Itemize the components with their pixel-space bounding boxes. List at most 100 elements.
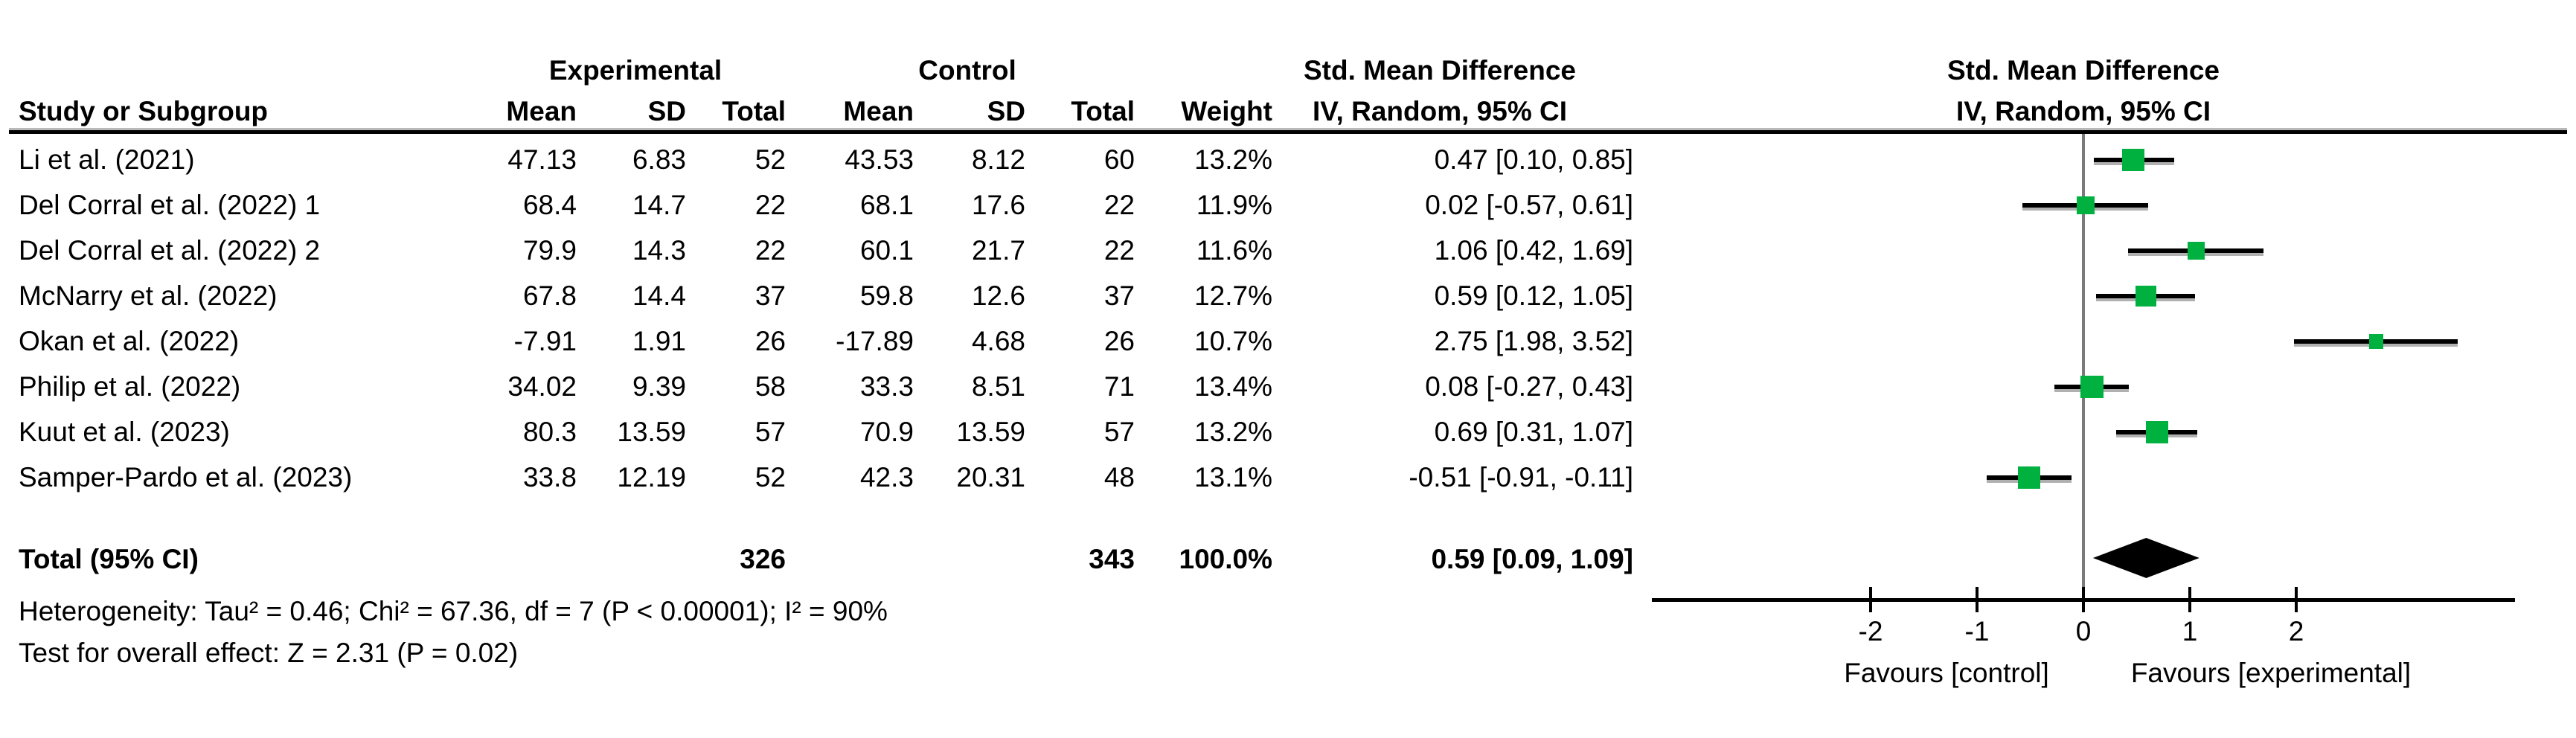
ctrl-mean: 60.1 [859,235,914,266]
point-estimate-square [2368,334,2383,349]
weight-value: 10.7% [1194,326,1272,356]
ctrl-mean-header: Mean [843,96,914,126]
ctrl-mean: 59.8 [859,280,914,311]
study-row: Del Corral et al. (2022) 1 68.4 14.7 22 68.1… [0,185,1659,225]
favours-left-label: Favours [control] [1844,658,2049,688]
exp-mean: 67.8 [522,280,577,311]
ci-text: 0.08 [-0.27, 0.43] [1425,371,1633,402]
total-row: Total (95% CI) 326 343 100.0% 0.59 [0.09… [0,539,1659,580]
exp-mean-header: Mean [506,96,577,126]
axis-tick [2082,587,2085,612]
axis-tick [1976,587,1979,612]
control-group-header: Control [918,55,1016,86]
ci-text: 0.02 [-0.57, 0.61] [1425,190,1633,220]
ctrl-mean: -17.89 [836,326,914,356]
ctrl-sd: 17.6 [971,190,1025,220]
point-estimate-square [2136,286,2157,307]
study-name: Del Corral et al. (2022) 2 [19,235,321,266]
exp-mean: 47.13 [507,144,577,175]
study-name: Kuut et al. (2023) [19,417,230,447]
exp-sd-header: SD [647,96,686,126]
plot-header-line1: Std. Mean Difference [1947,55,2220,86]
weight-value: 11.9% [1196,190,1272,220]
ctrl-sd: 13.59 [956,417,1025,447]
weight-value: 11.6% [1196,235,1272,266]
ctrl-sd: 12.6 [971,280,1025,311]
exp-sd: 14.7 [632,190,686,220]
point-estimate-square [2076,196,2095,215]
weight-value: 12.7% [1194,280,1272,311]
weight-value: 13.2% [1194,144,1272,175]
overall-effect-text: Test for overall effect: Z = 2.31 (P = 0… [19,638,519,668]
plot-header-line2: IV, Random, 95% CI [1955,96,2211,126]
study-row: Okan et al. (2022) -7.91 1.91 26 -17.89 4.68 2… [0,321,1659,362]
study-name: McNarry et al. (2022) [19,280,278,311]
ctrl-mean: 68.1 [859,190,914,220]
ctrl-mean: 42.3 [859,462,914,492]
ci-text: 1.06 [0.42, 1.69] [1434,235,1633,266]
ctrl-total: 71 [1103,371,1135,402]
ctrl-sd: 8.12 [971,144,1025,175]
ctrl-total: 60 [1103,144,1135,175]
exp-sd: 13.59 [617,417,686,447]
exp-mean: 33.8 [522,462,577,492]
experimental-group-header: Experimental [548,55,723,86]
ctrl-total-header: Total [1071,96,1135,126]
ctrl-sd: 4.68 [971,326,1025,356]
ci-text: 2.75 [1.98, 3.52] [1434,326,1633,356]
smd-column-header-line1: Std. Mean Difference [1304,55,1576,86]
ci-text: 0.69 [0.31, 1.07] [1434,417,1633,447]
exp-sd: 6.83 [632,144,686,175]
zero-reference-line [2082,134,2085,600]
ctrl-total: 48 [1103,462,1135,492]
ci-text: 0.59 [0.12, 1.05] [1434,280,1633,311]
exp-total: 26 [754,326,786,356]
exp-sd: 9.39 [632,371,686,402]
study-name: Li et al. (2021) [19,144,195,175]
exp-sd: 14.4 [632,280,686,311]
study-row: Del Corral et al. (2022) 2 79.9 14.3 22 60.1… [0,231,1659,271]
exp-sd: 1.91 [632,326,686,356]
axis-tick-label: 2 [2288,616,2304,646]
ctrl-total: 26 [1103,326,1135,356]
exp-mean: -7.91 [513,326,577,356]
total-label: Total (95% CI) [19,544,199,574]
exp-mean: 34.02 [507,371,577,402]
study-row: Li et al. (2021) 47.13 6.83 52 43.53 8.12 60 13… [0,140,1659,180]
exp-total: 22 [754,190,786,220]
study-name: Philip et al. (2022) [19,371,241,402]
point-estimate-square [2188,242,2205,260]
ci-text: -0.51 [-0.91, -0.11] [1409,462,1633,492]
exp-sd: 14.3 [632,235,686,266]
ctrl-mean: 70.9 [859,417,914,447]
weight-header: Weight [1181,96,1272,126]
ctrl-mean: 43.53 [845,144,914,175]
exp-total: 58 [754,371,786,402]
point-estimate-square [2122,148,2145,172]
study-column-header: Study or Subgroup [19,96,269,126]
study-name: Samper-Pardo et al. (2023) [19,462,353,492]
axis-tick-label: 1 [2182,616,2198,646]
ctrl-sd: 8.51 [971,371,1025,402]
exp-total: 52 [754,144,786,175]
ctrl-total: 37 [1103,280,1135,311]
exp-total: 52 [754,462,786,492]
exp-mean: 79.9 [522,235,577,266]
study-row: Samper-Pardo et al. (2023) 33.8 12.19 52 42.… [0,458,1659,498]
axis-tick-label: 0 [2075,616,2092,646]
axis-tick-label: -1 [1964,616,1990,646]
pooled-effect-diamond [2092,538,2199,578]
point-estimate-square [2145,420,2168,444]
exp-total: 57 [754,417,786,447]
exp-total: 22 [754,235,786,266]
exp-total: 37 [754,280,786,311]
ctrl-total: 57 [1103,417,1135,447]
study-row: Philip et al. (2022) 34.02 9.39 58 33.3 8.51 7… [0,367,1659,407]
exp-total-header: Total [722,96,786,126]
ctrl-total: 22 [1103,235,1135,266]
axis-tick-label: -2 [1858,616,1883,646]
ctrl-sd-header: SD [987,96,1025,126]
exp-mean: 68.4 [522,190,577,220]
smd-column-header-line2: IV, Random, 95% CI [1312,96,1567,126]
